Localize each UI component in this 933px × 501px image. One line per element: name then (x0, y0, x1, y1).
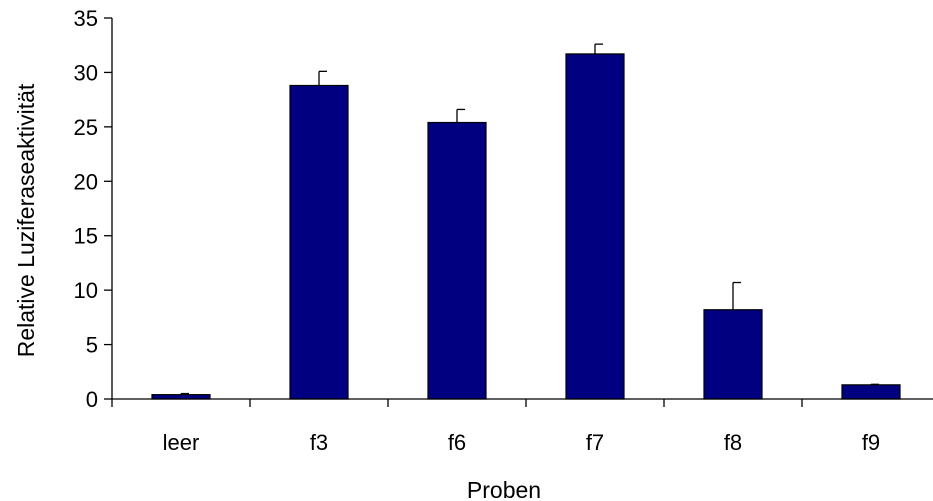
bar-f7 (565, 53, 625, 400)
error-bar-f7 (594, 43, 603, 54)
x-axis-ticks: leer f3 f6 f7 f8 f9 (111, 399, 880, 455)
error-bar-f6 (456, 108, 465, 123)
y-tick-label: 10 (74, 278, 98, 303)
error-bar-f9 (870, 383, 879, 385)
bars (151, 53, 901, 400)
bar-f3 (289, 84, 349, 400)
error-bar-f3 (318, 70, 327, 86)
bar-f9 (841, 384, 901, 400)
x-tick-label: f3 (310, 430, 328, 455)
x-tick-label: f8 (724, 430, 742, 455)
error-bar-f8 (732, 281, 741, 310)
x-tick-label: f6 (448, 430, 466, 455)
bar-f8 (703, 309, 763, 400)
y-tick-label: 35 (74, 6, 98, 31)
x-tick-label: leer (163, 430, 200, 455)
y-tick-label: 15 (74, 224, 98, 249)
bar-leer (151, 394, 211, 400)
x-tick-label: f9 (862, 430, 880, 455)
error-bar-leer (180, 392, 189, 395)
y-axis-ticks: 0 5 10 15 20 25 30 35 (74, 6, 112, 412)
y-tick-label: 0 (86, 387, 98, 412)
y-tick-label: 5 (86, 333, 98, 358)
y-tick-label: 30 (74, 60, 98, 85)
error-bars (180, 43, 879, 395)
x-tick-label: f7 (586, 430, 604, 455)
y-tick-label: 20 (74, 169, 98, 194)
y-tick-label: 25 (74, 115, 98, 140)
x-axis-title: Proben (467, 477, 541, 501)
y-axis-title: Relative Luziferaseaktivität (13, 83, 39, 357)
bar-f6 (427, 121, 487, 400)
